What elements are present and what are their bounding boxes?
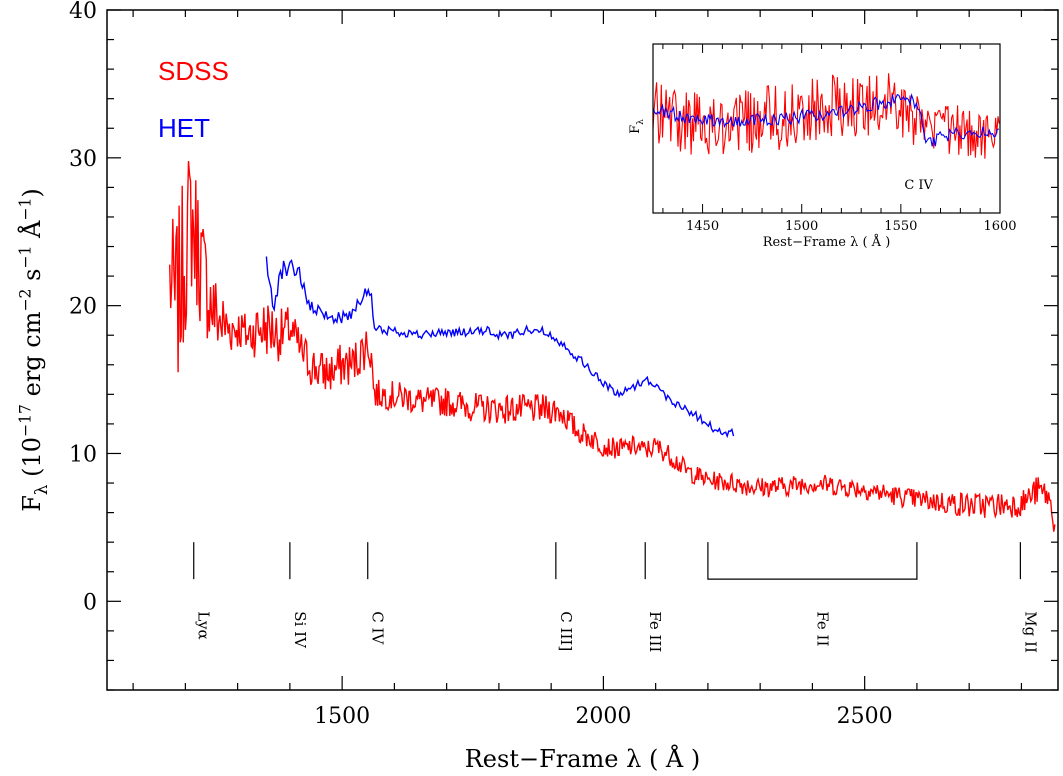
y-tick-label: 0 xyxy=(83,590,97,615)
inset-x-tick-label: 1450 xyxy=(686,219,719,234)
plot-frame xyxy=(106,9,1059,691)
fe-ii-label: Fe II xyxy=(813,611,831,646)
inset-x-axis-title: Rest−Frame λ ( Å ) xyxy=(763,234,891,250)
label-part: −2 xyxy=(16,289,34,312)
y-tick-label: 30 xyxy=(69,147,97,172)
label-part: F xyxy=(628,125,643,134)
inset-plot: 1450 1500 1550 1600 xyxy=(652,43,1017,234)
label-part: λ xyxy=(31,484,51,495)
inset-background xyxy=(653,44,1000,213)
inset-annotation-civ: C IV xyxy=(904,178,933,193)
line-marker-label: Si IV xyxy=(291,611,309,649)
inset-x-tick-label: 1550 xyxy=(884,219,917,234)
main-plot: 1500 2000 2500 0 10 20 30 40 Lyα Si IV C IV C III] F… xyxy=(69,0,1059,729)
label-part: −17 xyxy=(16,404,34,437)
x-tick-label: 1500 xyxy=(314,704,370,729)
label-part: (10 xyxy=(18,437,46,485)
y-tick-label: 40 xyxy=(69,0,97,24)
inset-x-tick-label: 1500 xyxy=(785,219,818,234)
label-part: F xyxy=(18,495,46,512)
line-marker-label: Mg II xyxy=(1021,611,1039,653)
inset-frame xyxy=(652,43,1001,214)
series-line-sdss xyxy=(169,161,1056,532)
inset-y-axis-title: Fλ xyxy=(628,119,646,134)
x-tick-label: 2000 xyxy=(575,704,631,729)
legend-entry-het: HET xyxy=(158,113,210,143)
y-axis-title: Fλ (10−17 erg cm−2 s−1 Å−1) xyxy=(16,188,51,512)
label-part: ) xyxy=(18,188,46,197)
x-tick-label: 2500 xyxy=(837,704,893,729)
line-marker-label: Lyα xyxy=(195,611,213,639)
line-marker-label: C III] xyxy=(557,611,575,651)
inset-series-line-sdss xyxy=(652,73,1000,159)
legend: SDSS HET xyxy=(158,56,229,143)
label-part: −1 xyxy=(16,198,34,221)
label-part: Å xyxy=(17,220,46,246)
y-tick-label: 10 xyxy=(69,442,97,467)
inset-x-tick-label: 1600 xyxy=(983,219,1016,234)
label-part: −1 xyxy=(16,246,34,269)
line-marker-label: Fe III xyxy=(646,611,664,652)
y-tick-label: 20 xyxy=(69,295,97,320)
series-line-het xyxy=(265,256,735,439)
label-part: λ xyxy=(636,119,646,125)
legend-entry-sdss: SDSS xyxy=(158,56,229,86)
label-part: erg cm xyxy=(18,311,46,404)
x-axis-title: Rest−Frame λ ( Å ) xyxy=(465,744,701,773)
fe-ii-bracket xyxy=(707,542,918,580)
inset-series-line-het xyxy=(652,92,1000,147)
line-marker-label: C IV xyxy=(369,611,387,645)
label-part: s xyxy=(18,269,46,289)
